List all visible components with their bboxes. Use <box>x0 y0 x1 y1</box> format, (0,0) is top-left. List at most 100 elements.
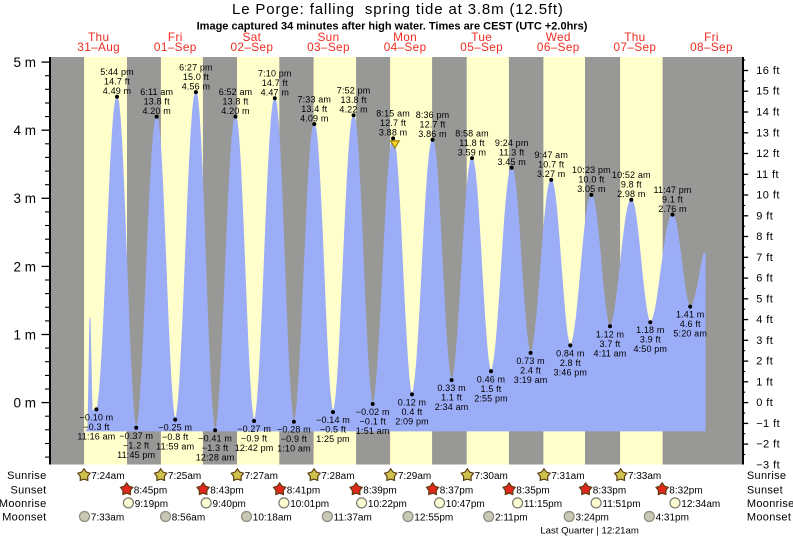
svg-text:10:01pm: 10:01pm <box>290 499 329 510</box>
svg-text:3 m: 3 m <box>13 191 36 206</box>
svg-text:−0.25 m: −0.25 m <box>158 423 192 433</box>
svg-text:Wed: Wed <box>546 30 571 44</box>
svg-text:7:10 pm: 7:10 pm <box>258 68 292 78</box>
svg-text:8:45pm: 8:45pm <box>134 485 167 496</box>
svg-text:15 ft: 15 ft <box>756 86 780 98</box>
svg-text:Moonrise: Moonrise <box>747 498 793 510</box>
svg-text:9:24 pm: 9:24 pm <box>495 138 529 148</box>
svg-text:1.41 m: 1.41 m <box>676 310 704 320</box>
svg-text:3 ft: 3 ft <box>756 335 773 347</box>
svg-text:−0.9 ft: −0.9 ft <box>281 434 308 444</box>
svg-text:11:16 am: 11:16 am <box>77 431 115 441</box>
svg-text:03–Sep: 03–Sep <box>307 40 350 54</box>
svg-text:4.22 m: 4.22 m <box>339 104 367 114</box>
svg-text:1 m: 1 m <box>13 327 36 342</box>
svg-text:7 ft: 7 ft <box>756 252 773 264</box>
svg-text:6 ft: 6 ft <box>756 273 773 285</box>
svg-text:8:58 am: 8:58 am <box>455 128 489 138</box>
svg-text:3.7 ft: 3.7 ft <box>600 339 621 349</box>
svg-text:12 ft: 12 ft <box>756 148 780 160</box>
svg-text:Le Porge: falling spring tide: Le Porge: falling spring tide at 3.8m (1… <box>232 1 564 18</box>
svg-text:7:27am: 7:27am <box>245 471 278 482</box>
svg-text:13.8 ft: 13.8 ft <box>144 96 170 106</box>
svg-text:7:33am: 7:33am <box>628 471 661 482</box>
svg-text:0.12 m: 0.12 m <box>398 397 426 407</box>
svg-text:9:40pm: 9:40pm <box>213 499 246 510</box>
svg-text:12:28 am: 12:28 am <box>196 452 235 462</box>
svg-text:Moonrise: Moonrise <box>0 498 47 510</box>
svg-text:3.88 m: 3.88 m <box>379 128 407 138</box>
svg-text:−0.02 m: −0.02 m <box>356 407 390 417</box>
svg-text:8:15 am: 8:15 am <box>376 109 410 119</box>
svg-text:Sunset: Sunset <box>747 484 783 496</box>
svg-text:11.3 ft: 11.3 ft <box>499 147 525 157</box>
svg-text:8:39pm: 8:39pm <box>363 485 396 496</box>
svg-text:0 ft: 0 ft <box>756 397 773 409</box>
svg-text:7:24am: 7:24am <box>91 471 124 482</box>
svg-text:3.59 m: 3.59 m <box>458 147 486 157</box>
svg-text:11.8 ft: 11.8 ft <box>459 138 485 148</box>
svg-text:0.33 m: 0.33 m <box>437 383 465 393</box>
svg-text:2:11pm: 2:11pm <box>495 513 528 524</box>
svg-text:−1 ft: −1 ft <box>756 418 780 430</box>
svg-text:−0.9 ft: −0.9 ft <box>241 434 268 444</box>
svg-text:2.4 ft: 2.4 ft <box>520 365 541 375</box>
svg-text:07–Sep: 07–Sep <box>614 40 657 54</box>
svg-text:01–Sep: 01–Sep <box>154 40 197 54</box>
svg-text:Tue: Tue <box>471 30 492 44</box>
svg-text:7:31am: 7:31am <box>551 471 584 482</box>
svg-text:12:34am: 12:34am <box>681 499 720 510</box>
svg-text:11:37am: 11:37am <box>334 513 372 524</box>
svg-text:1 ft: 1 ft <box>756 376 773 388</box>
svg-text:3.05 m: 3.05 m <box>577 184 605 194</box>
svg-text:31–Aug: 31–Aug <box>77 40 120 54</box>
svg-text:11:47 pm: 11:47 pm <box>653 185 691 195</box>
svg-text:7:28am: 7:28am <box>321 471 354 482</box>
svg-text:3:19 am: 3:19 am <box>514 375 548 385</box>
svg-text:Fri: Fri <box>704 30 719 44</box>
svg-text:13.8 ft: 13.8 ft <box>341 95 367 105</box>
svg-text:4.09 m: 4.09 m <box>300 113 328 123</box>
svg-text:10:52 am: 10:52 am <box>612 170 651 180</box>
svg-text:13.4 ft: 13.4 ft <box>301 104 327 114</box>
svg-text:3:46 pm: 3:46 pm <box>554 367 588 377</box>
svg-text:8:41pm: 8:41pm <box>287 485 320 496</box>
svg-text:10:23 pm: 10:23 pm <box>572 165 611 175</box>
svg-text:4 m: 4 m <box>13 123 36 138</box>
svg-text:14.7 ft: 14.7 ft <box>104 77 130 87</box>
svg-text:1.5 ft: 1.5 ft <box>481 384 502 394</box>
svg-text:Moonset: Moonset <box>2 512 46 524</box>
svg-text:2:55 pm: 2:55 pm <box>474 393 508 403</box>
svg-text:04–Sep: 04–Sep <box>384 40 427 54</box>
svg-text:−0.14 m: −0.14 m <box>316 415 350 425</box>
svg-text:4.49 m: 4.49 m <box>103 86 131 96</box>
svg-text:−0.28 m: −0.28 m <box>277 425 311 435</box>
svg-text:7:29am: 7:29am <box>398 471 431 482</box>
svg-text:8:36 pm: 8:36 pm <box>416 110 450 120</box>
svg-text:Image captured 34 minutes afte: Image captured 34 minutes after high wat… <box>197 20 588 32</box>
svg-text:9:19pm: 9:19pm <box>135 499 168 510</box>
svg-text:02–Sep: 02–Sep <box>231 40 274 54</box>
svg-text:−3 ft: −3 ft <box>756 459 780 471</box>
svg-text:8 ft: 8 ft <box>756 231 773 243</box>
svg-text:11:59 am: 11:59 am <box>156 442 194 452</box>
svg-text:0 m: 0 m <box>13 396 36 411</box>
svg-text:11:51pm: 11:51pm <box>602 499 640 510</box>
svg-text:0.84 m: 0.84 m <box>556 348 584 358</box>
svg-text:6:52 am: 6:52 am <box>219 87 253 97</box>
svg-text:6:11 am: 6:11 am <box>140 87 173 97</box>
svg-text:2:09 pm: 2:09 pm <box>395 416 429 426</box>
svg-text:15.0 ft: 15.0 ft <box>183 72 209 82</box>
svg-text:9.1 ft: 9.1 ft <box>662 194 683 204</box>
svg-text:4 ft: 4 ft <box>756 314 773 326</box>
svg-text:4:31pm: 4:31pm <box>656 513 689 524</box>
svg-text:7:25am: 7:25am <box>168 471 201 482</box>
svg-text:Sunrise: Sunrise <box>7 470 46 482</box>
svg-text:11:15pm: 11:15pm <box>524 499 562 510</box>
svg-text:5 m: 5 m <box>13 55 36 70</box>
svg-text:2.76 m: 2.76 m <box>658 204 686 214</box>
svg-text:7:30am: 7:30am <box>475 471 508 482</box>
svg-text:Mon: Mon <box>393 30 417 44</box>
svg-text:06–Sep: 06–Sep <box>537 40 580 54</box>
svg-text:Sat: Sat <box>243 30 262 44</box>
